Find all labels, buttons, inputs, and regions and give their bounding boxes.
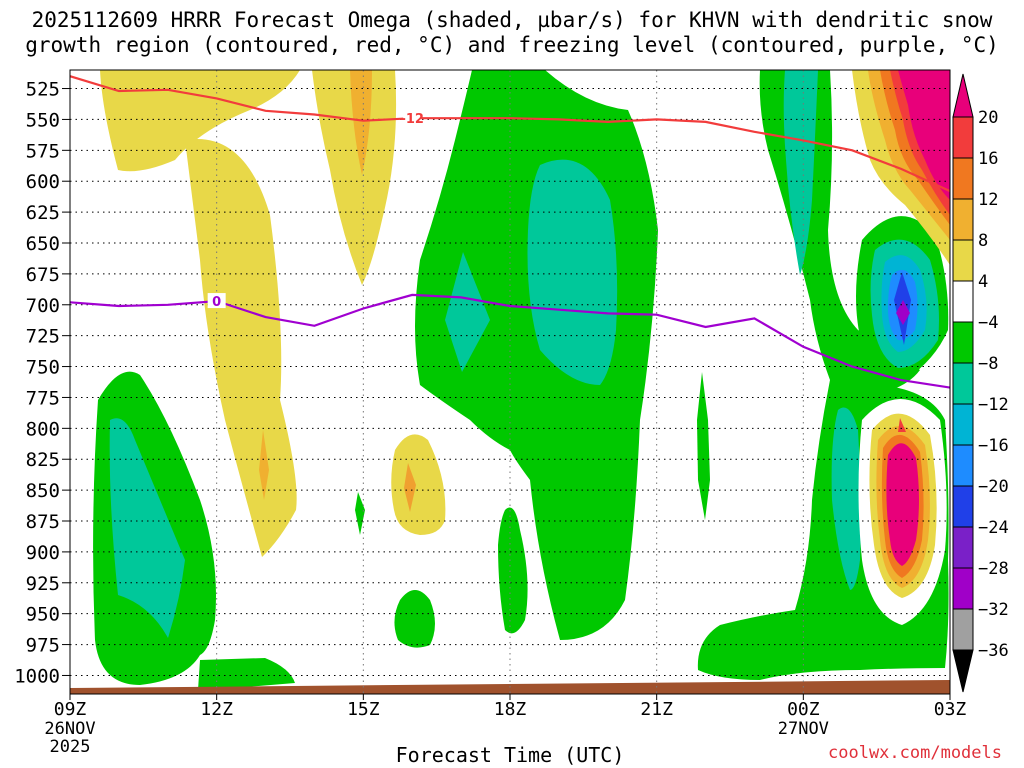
colorbar-segment (952, 608, 974, 651)
axes: 525 550 575 600 625 650 675 700 725 750 775 800 825 8… (14, 79, 966, 757)
omega-region-00z-upper-core (783, 70, 818, 275)
x-axis-title: Forecast Time (UTC) (395, 743, 625, 767)
colorbar-label: −28 (978, 559, 1009, 579)
y-tick-label: 900 (26, 542, 60, 564)
colorbar-segment (952, 362, 974, 405)
x-tick-label: 09Z (54, 699, 87, 720)
plot-frame (69, 69, 951, 695)
omega-region-13z-core (259, 430, 269, 500)
y-tick-label: 650 (26, 233, 60, 255)
y-tick-label: 775 (26, 387, 60, 409)
colorbar-label: −16 (978, 436, 1009, 456)
colorbar-segment (952, 73, 974, 118)
y-tick-label: 925 (26, 573, 60, 595)
y-tick-label: 725 (26, 326, 60, 348)
x-tick-label: 15Z (347, 699, 380, 720)
colorbar-label: −12 (978, 395, 1009, 415)
omega-region-16z-descent (391, 434, 446, 535)
colorbar-label: −32 (978, 600, 1009, 620)
omega-region-15z-upper-core (350, 70, 372, 175)
colorbar-label: −36 (978, 641, 1009, 661)
dgz-contour (70, 75, 950, 193)
y-tick-label: 825 (26, 449, 60, 471)
chart-title-line-1: 2025112609 HRRR Forecast Omega (shaded, … (31, 8, 993, 32)
colorbar-segment (952, 157, 974, 200)
y-tick-label: 875 (26, 511, 60, 533)
colorbar: 20 16 12 8 4 −4 −8 −12 −16 −20 −24 −28 −32 −36 (952, 73, 1009, 693)
y-tick-label: 675 (26, 264, 60, 286)
omega-region-02z-ascent-m28 (896, 300, 910, 325)
colorbar-segment (952, 403, 974, 446)
omega-region-22z-sliver (697, 372, 710, 520)
x-tick-label: 00Z (787, 699, 820, 720)
y-tick-label: 625 (26, 202, 60, 224)
colorbar-label: 4 (978, 272, 988, 292)
omega-region-near-ground-12z (198, 658, 295, 690)
omega-region-16z-core (404, 463, 416, 512)
grid-lines (70, 70, 950, 694)
credit-link[interactable]: coolwx.com/models (828, 743, 1002, 763)
x-tick-label: 21Z (640, 699, 673, 720)
colorbar-segment (952, 239, 974, 282)
omega-region-09z-lower-core (109, 418, 185, 638)
x-tick-year-label: 2025 (50, 737, 91, 757)
colorbar-label: −8 (978, 354, 998, 374)
omega-region-upper-right-descent-20 (898, 70, 950, 200)
freezing-level-contour-label-bg (207, 293, 226, 309)
y-tick-label: 700 (26, 295, 60, 317)
colorbar-segment (952, 485, 974, 528)
colorbar-segment (952, 649, 974, 693)
omega-region-16z-lower-ascent (394, 590, 435, 648)
y-tick-label: 950 (26, 604, 60, 626)
colorbar-label: 20 (978, 108, 998, 128)
omega-region-01z-lower-core (831, 407, 861, 590)
colorbar-segment (952, 321, 974, 364)
temperature-contours: -12 0 (70, 75, 950, 389)
colorbar-label: 12 (978, 190, 998, 210)
freezing-level-contour-label: 0 (212, 295, 221, 310)
y-tick-label: 525 (26, 79, 60, 101)
colorbar-label: −24 (978, 518, 1009, 538)
x-tick-date-label: 26NOV (44, 719, 95, 739)
colorbar-label: −20 (978, 477, 1009, 497)
omega-region-18z-ascent-core (527, 159, 618, 385)
y-tick-label: 600 (26, 171, 60, 193)
y-tick-label: 550 (26, 109, 60, 131)
omega-region-17z-lower-ascent (498, 507, 528, 634)
x-tick-label: 18Z (494, 699, 527, 720)
y-tick-label: 750 (26, 357, 60, 379)
x-tick-date-label: 27NOV (778, 719, 829, 739)
y-tick-label: 1000 (14, 665, 60, 687)
colorbar-segment (952, 444, 974, 487)
y-tick-label: 850 (26, 480, 60, 502)
omega-region-17z-ascent-core (445, 252, 490, 372)
dgz-contour-label: -12 (400, 112, 424, 127)
y-tick-label: 575 (26, 140, 60, 162)
x-tick-label: 03Z (934, 699, 967, 720)
colorbar-segment (952, 280, 974, 323)
y-tick-label: 800 (26, 418, 60, 440)
omega-region-15z-lower-sliver (355, 492, 365, 535)
colorbar-label: −4 (978, 313, 998, 333)
colorbar-segment (952, 526, 974, 569)
colorbar-segment (952, 567, 974, 610)
omega-region-02z-lower-descent-16 (898, 418, 906, 432)
x-tick-label: 12Z (200, 699, 233, 720)
omega-region-15z-upper-descent (312, 70, 397, 285)
omega-region-02z-lower-descent-20 (886, 443, 919, 566)
dgz-contour-label-bg (403, 110, 422, 126)
colorbar-label: 16 (978, 149, 998, 169)
colorbar-label: 8 (978, 231, 988, 251)
chart-title-line-2: growth region (contoured, red, °C) and f… (25, 33, 999, 57)
y-tick-label: 975 (26, 635, 60, 657)
omega-region-upper-left-descent (100, 70, 300, 172)
colorbar-segment (952, 116, 974, 159)
colorbar-segment (952, 198, 974, 241)
